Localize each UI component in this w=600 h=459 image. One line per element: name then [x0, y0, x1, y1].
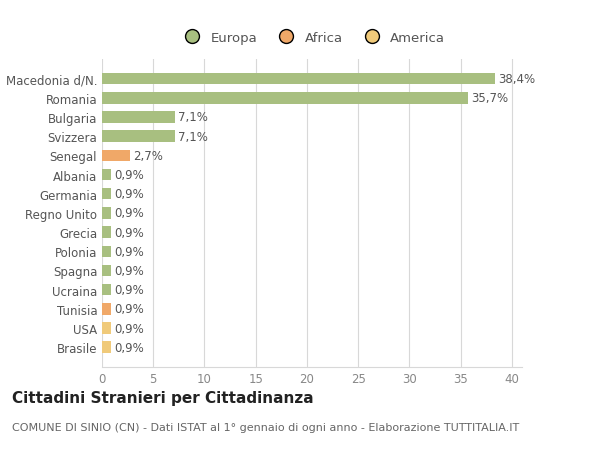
Bar [102, 207, 111, 219]
Text: 2,7%: 2,7% [133, 150, 163, 162]
Bar [102, 93, 468, 104]
Text: 38,4%: 38,4% [499, 73, 536, 86]
Legend: Europa, Africa, America: Europa, Africa, America [173, 26, 451, 50]
Bar [102, 189, 111, 200]
Text: 0,9%: 0,9% [114, 245, 144, 258]
Text: COMUNE DI SINIO (CN) - Dati ISTAT al 1° gennaio di ogni anno - Elaborazione TUTT: COMUNE DI SINIO (CN) - Dati ISTAT al 1° … [12, 422, 519, 432]
Bar [102, 73, 496, 85]
Text: 0,9%: 0,9% [114, 264, 144, 277]
Text: 7,1%: 7,1% [178, 111, 208, 124]
Bar [102, 227, 111, 238]
Bar [102, 150, 130, 162]
Text: 35,7%: 35,7% [471, 92, 508, 105]
Bar [102, 284, 111, 296]
Text: 0,9%: 0,9% [114, 207, 144, 220]
Text: 0,9%: 0,9% [114, 226, 144, 239]
Text: 0,9%: 0,9% [114, 322, 144, 335]
Text: 0,9%: 0,9% [114, 341, 144, 354]
Text: 0,9%: 0,9% [114, 188, 144, 201]
Bar [102, 246, 111, 257]
Bar [102, 323, 111, 334]
Text: 0,9%: 0,9% [114, 302, 144, 316]
Bar [102, 131, 175, 143]
Bar [102, 342, 111, 353]
Text: 0,9%: 0,9% [114, 168, 144, 182]
Text: 7,1%: 7,1% [178, 130, 208, 143]
Text: Cittadini Stranieri per Cittadinanza: Cittadini Stranieri per Cittadinanza [12, 390, 314, 405]
Bar [102, 265, 111, 277]
Bar [102, 112, 175, 123]
Text: 0,9%: 0,9% [114, 284, 144, 297]
Bar [102, 169, 111, 181]
Bar [102, 303, 111, 315]
